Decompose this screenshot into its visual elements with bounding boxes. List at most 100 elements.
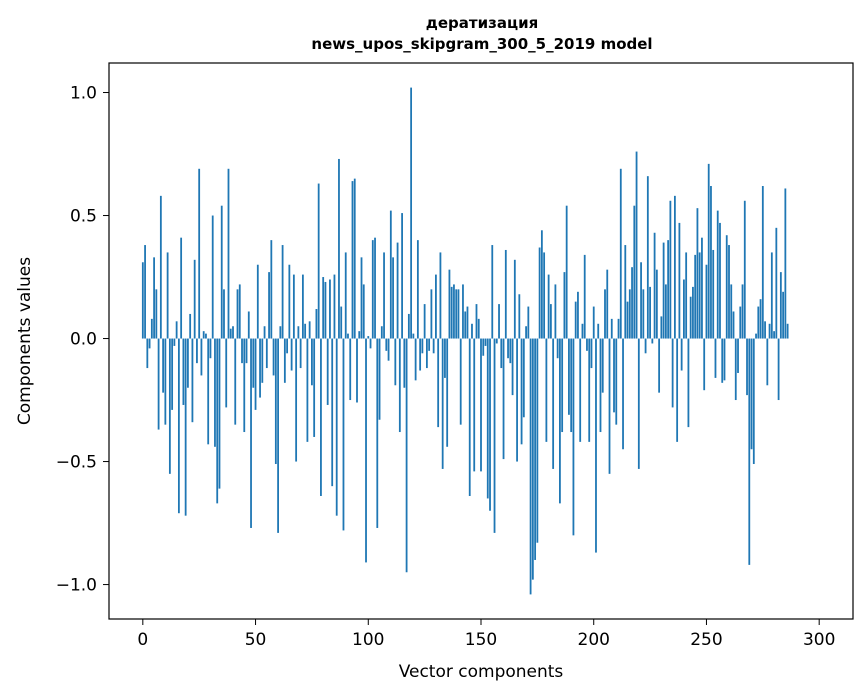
bar bbox=[516, 338, 518, 462]
bar bbox=[685, 252, 688, 339]
bar bbox=[450, 286, 453, 339]
bar bbox=[398, 338, 401, 433]
bar bbox=[624, 245, 627, 339]
bar bbox=[644, 338, 647, 354]
bar bbox=[734, 338, 737, 401]
bar bbox=[509, 338, 512, 364]
bar bbox=[227, 168, 230, 339]
bar bbox=[164, 338, 167, 425]
bar bbox=[428, 338, 431, 351]
bar bbox=[146, 338, 149, 369]
bar bbox=[268, 272, 270, 339]
bar bbox=[211, 215, 214, 339]
bar bbox=[333, 274, 336, 339]
bar bbox=[435, 274, 437, 339]
bar bbox=[250, 338, 252, 528]
bar bbox=[468, 338, 471, 496]
bar bbox=[755, 333, 757, 339]
bar bbox=[216, 338, 219, 504]
bar bbox=[707, 163, 710, 339]
bar bbox=[475, 304, 478, 339]
bar bbox=[779, 272, 782, 339]
x-tick-label: 200 bbox=[578, 630, 610, 650]
bar bbox=[410, 87, 413, 339]
bar bbox=[536, 338, 539, 543]
bar bbox=[419, 338, 422, 371]
bar bbox=[637, 338, 640, 469]
bar bbox=[511, 338, 514, 396]
bar bbox=[430, 289, 433, 339]
bar bbox=[599, 338, 602, 433]
bar bbox=[376, 338, 379, 528]
bar bbox=[369, 338, 372, 349]
y-tick-label: −0.5 bbox=[56, 453, 97, 473]
bar bbox=[696, 208, 699, 339]
plot-frame bbox=[108, 62, 854, 620]
bar bbox=[141, 262, 144, 339]
bar bbox=[646, 176, 649, 339]
bar bbox=[660, 316, 663, 339]
bar bbox=[311, 338, 313, 386]
bar bbox=[412, 333, 415, 339]
bar bbox=[272, 338, 275, 376]
bar bbox=[473, 338, 476, 472]
bar bbox=[207, 338, 210, 445]
bar bbox=[214, 338, 216, 447]
bar bbox=[628, 289, 631, 339]
bar bbox=[462, 284, 464, 339]
bar bbox=[367, 336, 370, 339]
bar bbox=[529, 338, 532, 595]
bar bbox=[247, 311, 250, 339]
bar bbox=[565, 205, 568, 339]
bar bbox=[667, 240, 670, 339]
bar bbox=[304, 323, 307, 339]
bar bbox=[750, 338, 753, 450]
bar bbox=[698, 252, 701, 339]
bar bbox=[588, 338, 591, 442]
bar bbox=[229, 328, 232, 339]
bar bbox=[218, 338, 221, 489]
bar bbox=[385, 338, 388, 351]
bar bbox=[777, 338, 780, 401]
bar bbox=[531, 338, 534, 580]
bar bbox=[187, 338, 189, 388]
bar bbox=[597, 323, 600, 339]
bar bbox=[786, 323, 789, 339]
bar bbox=[423, 304, 426, 339]
bar bbox=[396, 242, 399, 339]
bar bbox=[371, 240, 374, 339]
bar bbox=[466, 306, 469, 339]
bar bbox=[326, 338, 329, 405]
bar bbox=[329, 279, 331, 339]
y-tick-label: 0.5 bbox=[70, 207, 97, 227]
bar bbox=[234, 338, 237, 425]
bar bbox=[655, 269, 658, 339]
bar bbox=[457, 289, 460, 339]
bar bbox=[241, 338, 243, 364]
bar bbox=[378, 338, 381, 420]
bar bbox=[353, 178, 356, 339]
bar bbox=[737, 338, 739, 373]
bar bbox=[554, 284, 557, 339]
bar bbox=[437, 338, 440, 428]
bar bbox=[416, 240, 419, 339]
bar bbox=[626, 301, 629, 339]
bar bbox=[148, 338, 151, 349]
bar bbox=[281, 245, 284, 339]
bar bbox=[692, 286, 694, 339]
bar bbox=[694, 254, 697, 339]
bar bbox=[338, 158, 340, 339]
bar bbox=[482, 338, 485, 356]
bar bbox=[725, 235, 728, 339]
bar bbox=[236, 289, 239, 339]
bar bbox=[721, 338, 724, 383]
bar bbox=[743, 200, 746, 339]
bar bbox=[489, 338, 491, 511]
bar bbox=[453, 284, 455, 339]
bar bbox=[202, 331, 205, 339]
bar bbox=[274, 338, 277, 465]
bar bbox=[538, 247, 541, 339]
bar bbox=[292, 274, 295, 339]
bar bbox=[768, 323, 771, 339]
x-axis-ticks: 0 50 100 150 200 250 300 bbox=[137, 619, 835, 650]
